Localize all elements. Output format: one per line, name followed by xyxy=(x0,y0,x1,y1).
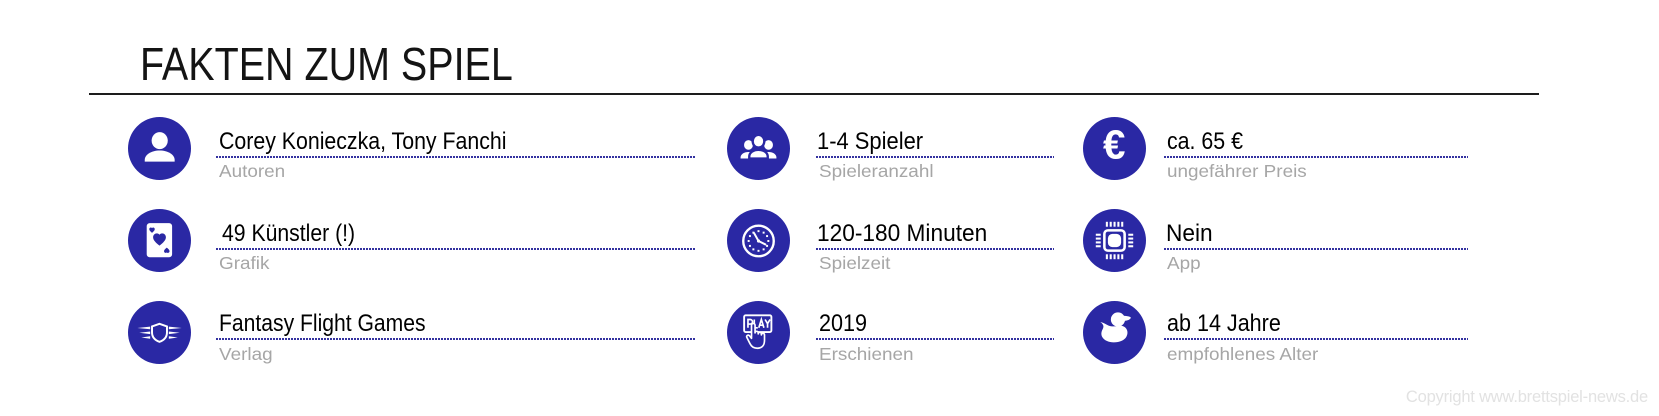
svg-text:€: € xyxy=(1103,121,1125,167)
